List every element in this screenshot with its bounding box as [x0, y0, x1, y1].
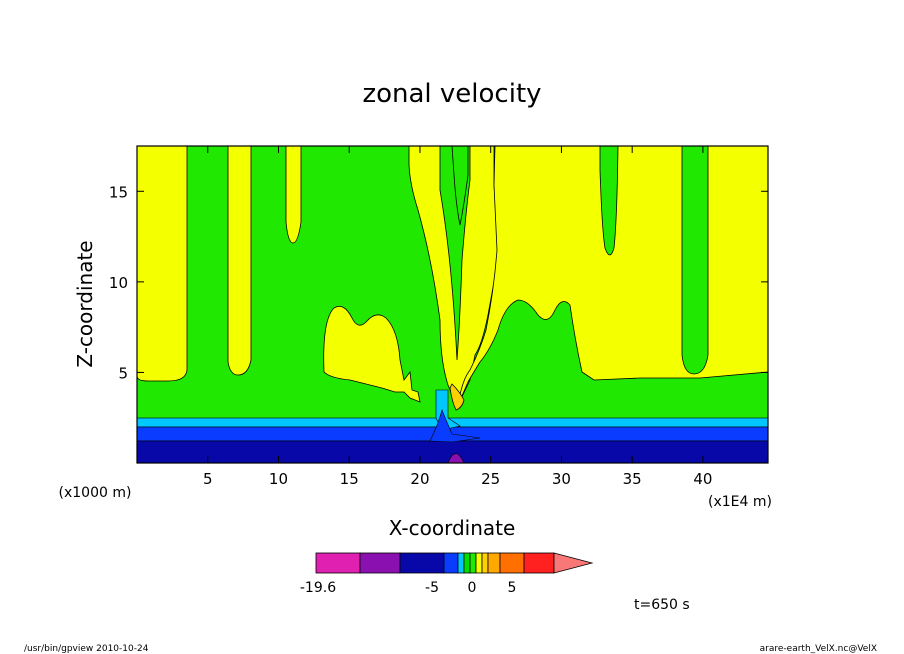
- y-tick-label: 5: [118, 364, 128, 382]
- colorbar-segment: [481, 552, 489, 574]
- chart-title: zonal velocity: [362, 79, 541, 109]
- x-axis-unit: (x1E4 m): [708, 494, 772, 510]
- colorbar-label: 5: [508, 580, 517, 596]
- colorbar-segment: [523, 552, 555, 574]
- contour-positive-bump: [323, 305, 421, 403]
- colorbar-segment: [487, 552, 501, 574]
- x-tick-label: 20: [410, 470, 429, 488]
- contour-minimum: [447, 453, 465, 464]
- x-tick-label: 40: [693, 470, 712, 488]
- colorbar-segment: [315, 552, 361, 574]
- footer-left: /usr/bin/gpview 2010-10-24: [24, 644, 149, 654]
- colorbar-segment: [475, 552, 483, 574]
- contour-positive-core-orange: [449, 383, 465, 411]
- contour-positive-upper-right: [457, 145, 769, 406]
- x-tick-label: 35: [623, 470, 642, 488]
- colorbar-extend-triangle: [553, 552, 594, 574]
- colorbar-label: -5: [425, 580, 439, 596]
- x-axis: 5 10 15 20 25 30 35 40: [203, 146, 712, 488]
- contour-positive-col-a: [227, 145, 252, 376]
- y-axis-unit: (x1000 m): [59, 485, 132, 501]
- colorbar: -19.6 -5 0 5: [300, 552, 594, 596]
- x-tick-label: 5: [203, 470, 213, 488]
- colorbar-segment: [463, 552, 471, 574]
- x-tick-label: 30: [552, 470, 571, 488]
- x-axis-label: X-coordinate: [389, 516, 516, 540]
- x-tick-label: 10: [269, 470, 288, 488]
- contour-positive-col-b: [285, 145, 302, 244]
- contour-positive-upper-left: [136, 145, 188, 382]
- plot-area: [136, 145, 769, 464]
- colorbar-segment: [359, 552, 401, 574]
- y-axis-label: Z-coordinate: [73, 240, 97, 367]
- time-label: t=650 s: [634, 597, 690, 613]
- y-tick-label: 10: [109, 274, 128, 292]
- colorbar-segment: [469, 552, 477, 574]
- colorbar-segment: [457, 552, 465, 574]
- colorbar-segment: [399, 552, 445, 574]
- colorbar-label: -19.6: [300, 580, 336, 596]
- plot-frame: [136, 145, 769, 464]
- x-tick-label: 25: [481, 470, 500, 488]
- y-tick-label: 15: [109, 183, 128, 201]
- contour-disturbance-blue: [429, 409, 481, 443]
- y-axis: 5 10 15: [109, 183, 768, 382]
- colorbar-segment: [499, 552, 525, 574]
- colorbar-segment: [443, 552, 459, 574]
- colorbar-label: 0: [468, 580, 477, 596]
- footer-right: arare-earth_VelX.nc@VelX: [760, 644, 877, 654]
- x-tick-label: 15: [340, 470, 359, 488]
- contour-positive-center-core: [451, 145, 469, 226]
